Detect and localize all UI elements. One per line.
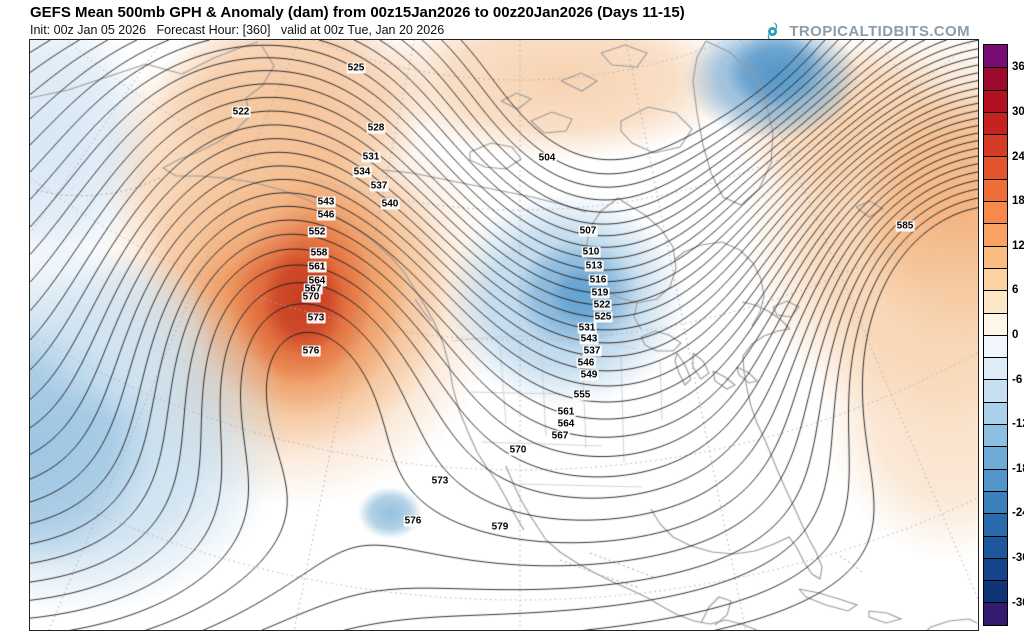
map-area: 525 522 528 531 534 537 540 543 546 552 558 561 564 5… [29,39,979,631]
colorbar-segment [984,223,1007,246]
colorbar-segment [984,379,1007,402]
colorbar-tick-labels: 36 30 24 18 12 6 0 -6 -12 -18 -24 -30 -36 [1012,45,1024,625]
colorbar-segment [984,357,1007,380]
colorbar-segment [984,156,1007,179]
colorbar-segment [984,178,1007,202]
colorbar-segment [984,401,1007,425]
page-title: GEFS Mean 500mb GPH & Anomaly (dam) from… [30,4,685,21]
hurricane-icon [768,22,778,41]
colorbar-segment [984,89,1007,112]
colorbar-tick-label: 30 [1012,105,1024,118]
colorbar-tick-label: 6 [1012,284,1019,297]
colorbar-tick-label: -12 [1012,417,1024,430]
colorbar-segment [984,535,1007,558]
colorbar-segment [984,424,1007,447]
colorbar-segment [984,111,1007,135]
colorbar-tick-label: -24 [1012,507,1024,520]
colorbar-segment [984,602,1007,625]
logo-text: TROPICALTIDBITS.COM [789,23,970,40]
colorbar-segment [984,334,1007,358]
colorbar-tick-label: -30 [1012,551,1024,564]
colorbar-segment [984,446,1007,469]
colorbar-segment [984,490,1007,514]
colorbar-segment [984,580,1007,603]
colorbar-tick-label: 0 [1012,328,1019,341]
colorbar-segment [984,513,1007,536]
colorbar-tick-label: 36 [1012,61,1024,74]
colorbar-tick-label: 12 [1012,239,1024,252]
colorbar-segment [984,45,1007,68]
init-forecast-valid-line: Init: 00z Jan 05 2026 Forecast Hour: [36… [30,23,445,37]
colorbar-tick-label: 24 [1012,150,1024,163]
colorbar-segment [984,468,1007,491]
colorbar-segment [984,557,1007,581]
colorbar-tick-label: -6 [1012,373,1023,386]
colorbar [983,44,1008,626]
map-canvas [30,40,978,630]
colorbar-segment [984,134,1007,157]
colorbar-tick-label: -36 [1012,596,1024,609]
colorbar-segment [984,67,1007,90]
colorbar-segment [984,312,1007,335]
colorbar-segment [984,267,1007,291]
tropicaltidbits-logo[interactable]: TROPICALTIDBITS.COM [762,21,970,42]
colorbar-segment [984,245,1007,268]
colorbar-segment [984,290,1007,313]
colorbar-tick-label: -18 [1012,462,1024,475]
colorbar-segment [984,201,1007,224]
colorbar-tick-label: 18 [1012,194,1024,207]
